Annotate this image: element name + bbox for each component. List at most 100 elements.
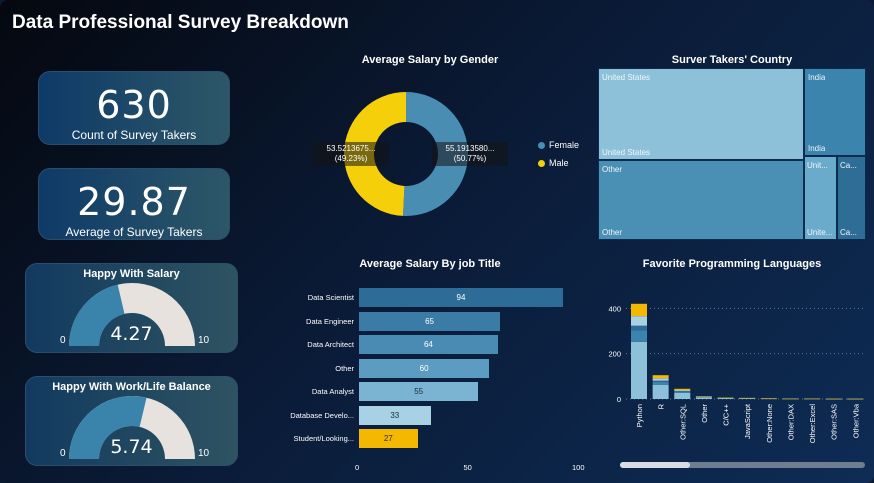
treemap-cell-other[interactable]: Other Other bbox=[598, 160, 804, 240]
kpi-card-count[interactable]: 630 Count of Survey Takers bbox=[38, 71, 230, 145]
bar-value-label: 55 bbox=[414, 387, 424, 396]
language-bar[interactable] bbox=[782, 398, 799, 400]
bar-value-label: 64 bbox=[423, 340, 433, 349]
bar-value-label: 33 bbox=[390, 410, 400, 420]
x-axis-category-label: JavaScript bbox=[743, 403, 752, 439]
language-bar-segment bbox=[674, 390, 691, 392]
bar-category-label: Data Scientist bbox=[307, 293, 354, 302]
scrollbar-thumb[interactable] bbox=[620, 462, 690, 468]
language-bar-segment bbox=[695, 396, 712, 397]
bar-value-label: 60 bbox=[419, 363, 429, 373]
gauge-value: 4.27 bbox=[110, 323, 153, 345]
gauge-max: 10 bbox=[198, 335, 210, 346]
bar[interactable]: 65 bbox=[359, 311, 501, 331]
treemap-cell-label: Ca... bbox=[840, 161, 857, 170]
y-axis-tick-label: 0 bbox=[617, 395, 621, 404]
donut-slice-female[interactable] bbox=[403, 92, 468, 216]
treemap-cell-label: Unit... bbox=[807, 161, 828, 170]
x-axis-tick-label: 100 bbox=[572, 463, 585, 472]
gauge-value: 5.74 bbox=[110, 436, 153, 458]
donut-label-pct: (50.77%) bbox=[453, 154, 487, 163]
x-axis-category-label: Other:SQL bbox=[678, 404, 687, 440]
language-bar-segment bbox=[631, 316, 647, 326]
bar-value-label: 94 bbox=[456, 293, 466, 302]
donut-label-pct: (49.23%) bbox=[334, 154, 368, 163]
treemap: United States United States India India … bbox=[598, 68, 866, 240]
donut-label-value: 55.1913580... bbox=[445, 144, 495, 153]
language-bar[interactable] bbox=[739, 397, 756, 399]
language-bar[interactable] bbox=[760, 398, 777, 400]
language-bar-segment bbox=[695, 397, 712, 399]
bar-category-label: Other bbox=[335, 363, 354, 373]
donut-chart[interactable] bbox=[336, 84, 476, 224]
treemap-cell-us[interactable]: United States United States bbox=[598, 68, 804, 160]
language-bar-segment bbox=[717, 398, 734, 399]
gauge-card-salary[interactable]: Happy With Salary 4.27 0 10 bbox=[25, 263, 238, 353]
bar[interactable]: 27 bbox=[359, 429, 418, 448]
language-bar[interactable] bbox=[804, 398, 821, 400]
gauge-max: 10 bbox=[198, 448, 210, 459]
language-bar[interactable] bbox=[695, 396, 712, 399]
gauge-card-worklife[interactable]: Happy With Work/Life Balance 5.74 0 10 bbox=[25, 376, 238, 466]
donut-slice-male[interactable] bbox=[343, 92, 406, 216]
treemap-cell-india[interactable]: India India bbox=[804, 68, 866, 156]
y-axis-tick-label: 200 bbox=[608, 350, 621, 359]
language-bar-segment bbox=[674, 391, 691, 393]
language-bar-segment bbox=[695, 396, 712, 398]
language-bar-segment bbox=[652, 381, 669, 385]
language-bar-segment bbox=[825, 398, 842, 400]
language-bar-segment bbox=[631, 303, 647, 317]
x-axis-category-label: Other:Excel bbox=[808, 404, 817, 444]
language-bar-segment bbox=[674, 391, 691, 392]
language-bar-segment bbox=[847, 398, 864, 400]
bar[interactable]: 94 bbox=[359, 288, 563, 307]
language-bar[interactable] bbox=[631, 303, 647, 399]
legend-male[interactable]: Male bbox=[538, 158, 569, 168]
language-bar[interactable] bbox=[674, 388, 691, 399]
language-bar[interactable] bbox=[847, 398, 864, 400]
bar[interactable]: 60 bbox=[359, 358, 490, 378]
kpi-label: Count of Survey Takers bbox=[71, 128, 197, 142]
x-axis-category-label: Other:Vba bbox=[851, 403, 860, 438]
horizontal-scrollbar[interactable] bbox=[620, 462, 865, 468]
legend-label: Male bbox=[549, 158, 569, 168]
kpi-card-average[interactable]: 29.87 Average of Survey Takers bbox=[38, 168, 230, 240]
treemap-cell-canada[interactable]: Ca... Ca... bbox=[837, 156, 866, 240]
bar-category-label: Student/Looking... bbox=[293, 434, 354, 443]
language-bar-segment bbox=[674, 388, 691, 391]
treemap-cell-label: India bbox=[808, 73, 826, 82]
bar-value-label: 27 bbox=[383, 434, 393, 443]
x-axis-tick-label: 50 bbox=[463, 463, 472, 472]
language-bar-segment bbox=[652, 378, 669, 381]
bar-category-label: Data Analyst bbox=[311, 387, 354, 396]
kpi-value: 29.87 bbox=[77, 180, 191, 224]
gauge-title: Happy With Work/Life Balance bbox=[52, 381, 211, 393]
languages-chart: 0 200 400 Python R Other:SQL Other C/C++ JavaScr… bbox=[608, 303, 864, 444]
gauge-title: Happy With Salary bbox=[83, 268, 180, 280]
language-bar-segment bbox=[760, 398, 777, 399]
language-bar[interactable] bbox=[825, 398, 842, 400]
treemap-cell-label: Other bbox=[602, 165, 623, 174]
kpi-label: Average of Survey Takers bbox=[65, 225, 203, 239]
treemap-cell-uk[interactable]: Unit... Unite... bbox=[804, 156, 837, 240]
legend-female[interactable]: Female bbox=[538, 140, 579, 150]
x-axis-category-label: R bbox=[657, 403, 666, 409]
language-bar-segment bbox=[695, 396, 712, 398]
bar[interactable]: 33 bbox=[359, 405, 431, 425]
language-bar-segment bbox=[782, 398, 799, 400]
language-bar-segment bbox=[652, 375, 669, 379]
languages-title: Favorite Programming Languages bbox=[642, 258, 822, 270]
treemap-cell-bottom-label: Unite... bbox=[807, 228, 833, 237]
y-axis-tick-label: 400 bbox=[608, 304, 621, 313]
bar-chart-title: Average Salary By job Title bbox=[359, 258, 501, 270]
legend-dot bbox=[538, 159, 545, 167]
treemap-cell-bottom-label: India bbox=[808, 144, 826, 153]
language-bar[interactable] bbox=[652, 375, 669, 399]
gauge-worklife bbox=[69, 396, 195, 459]
treemap-cell-bottom-label: Ca... bbox=[840, 228, 857, 237]
x-axis-category-label: Other:SAS bbox=[830, 404, 839, 440]
bar[interactable]: 64 bbox=[359, 335, 498, 354]
language-bar[interactable] bbox=[717, 397, 734, 399]
bar[interactable]: 55 bbox=[359, 382, 479, 401]
language-bar-segment bbox=[652, 380, 669, 382]
